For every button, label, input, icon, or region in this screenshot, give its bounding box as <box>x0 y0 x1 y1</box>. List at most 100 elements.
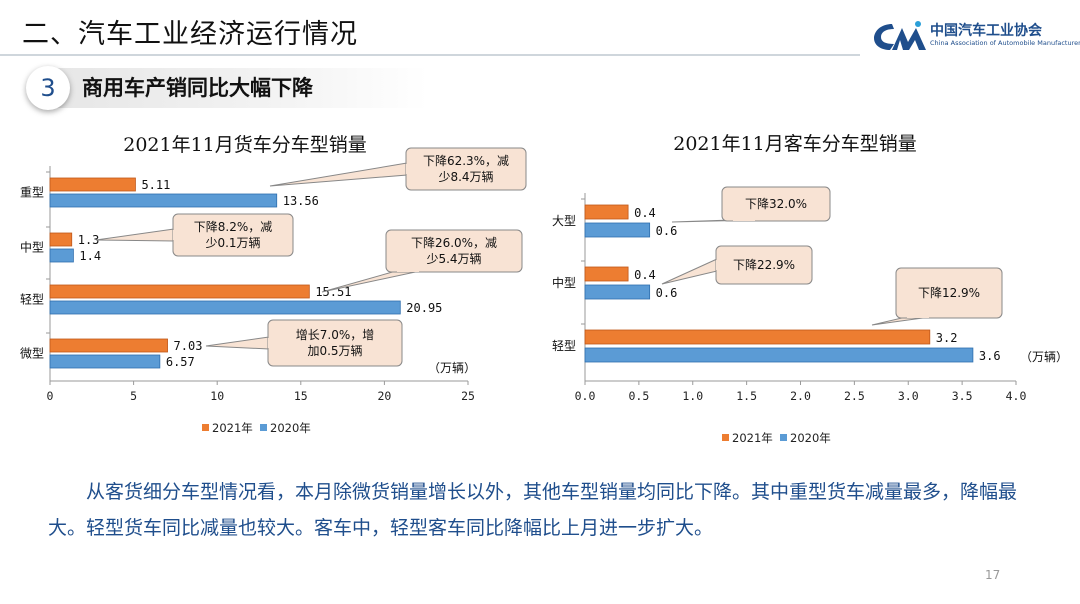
legend-label: 2020年 <box>790 431 831 445</box>
unit-label: （万辆） <box>1020 350 1068 364</box>
callout-box <box>385 229 523 273</box>
callout-join <box>907 315 929 318</box>
bar-2020 <box>584 347 974 363</box>
category-label: 重型 <box>20 186 44 200</box>
slide-subtitle: 商用车产销同比大幅下降 <box>82 76 313 100</box>
category-label: 中型 <box>552 275 576 290</box>
bus-sales-chart: 2021年11月客车分车型销量 0.0 0.5 1.0 1.5 2.0 2.5 3.0 3.5 4… <box>552 133 1068 445</box>
bar-value-label: 6.57 <box>166 355 195 369</box>
callout-join <box>716 260 719 270</box>
callout-text: 下降8.2%，减 <box>194 220 273 234</box>
x-tick-label: 0 <box>47 389 54 403</box>
legend-swatch <box>722 434 729 441</box>
bar-value-label: 0.4 <box>634 268 656 282</box>
x-tick-label: 5 <box>130 389 137 403</box>
callout-text: 加0.5万辆 <box>307 344 362 358</box>
section-number-badge: 3 <box>26 66 70 110</box>
bar-2020 <box>49 193 278 208</box>
callout-text: 下降22.9% <box>733 258 795 272</box>
callout-tail <box>269 162 408 187</box>
bar-value-label: 7.03 <box>174 339 203 353</box>
callout-text: 少5.4万辆 <box>426 252 481 266</box>
x-tick-label: 4.0 <box>1006 389 1027 403</box>
bar-value-label: 0.6 <box>656 286 678 300</box>
logo-cn-text: 中国汽车工业协会 <box>930 23 1042 39</box>
bar-value-label: 1.3 <box>78 233 100 247</box>
category-label: 微型 <box>20 347 44 361</box>
x-tick-label: 25 <box>461 389 475 403</box>
callout-text: 下降26.0%，减 <box>411 236 497 250</box>
bar-value-label: 20.95 <box>406 301 442 315</box>
callout-text: 增长7.0%，增 <box>296 328 375 342</box>
chart-title: 2021年11月货车分车型销量 <box>123 134 367 156</box>
bar-value-label: 13.56 <box>283 194 319 208</box>
callout-tail <box>205 336 270 350</box>
category-label: 轻型 <box>552 339 576 353</box>
callout-join <box>173 230 176 240</box>
legend-swatch <box>260 424 267 431</box>
logo-en-text: China Association of Automobile Manufact… <box>930 39 1080 47</box>
bar-value-label: 15.51 <box>315 285 351 299</box>
x-tick-label: 3.5 <box>952 389 973 403</box>
callout-box <box>721 186 831 222</box>
title-divider <box>0 54 860 56</box>
bar-2021 <box>49 177 136 192</box>
category-label: 轻型 <box>20 293 44 307</box>
legend-label: 2021年 <box>212 421 253 435</box>
x-tick-label: 15 <box>294 389 308 403</box>
chart-title: 2021年11月客车分车型销量 <box>673 133 917 155</box>
bar-2021 <box>584 329 931 345</box>
bar-2021 <box>49 338 168 353</box>
legend-swatch <box>202 424 209 431</box>
callout-join <box>268 338 271 348</box>
charts-canvas: 2021年11月货车分车型销量 0 5 10 15 20 25 5.11 13.56 重型 1.3 1… <box>20 133 1068 445</box>
callout-tail <box>661 258 718 285</box>
x-tick-label: 20 <box>377 389 391 403</box>
x-tick-label: 2.5 <box>844 389 865 403</box>
x-tick-label: 1.0 <box>682 389 703 403</box>
x-tick-label: 0.0 <box>575 389 596 403</box>
callout-text: 下降12.9% <box>918 286 980 300</box>
truck-sales-chart: 2021年11月货车分车型销量 0 5 10 15 20 25 5.11 13.56 重型 1.3 1… <box>20 134 527 435</box>
section-title: 二、汽车工业经济运行情况 <box>22 19 358 50</box>
bar-2021 <box>49 284 310 299</box>
legend-label: 2021年 <box>732 431 773 445</box>
category-label: 大型 <box>552 214 576 228</box>
x-tick-label: 2.0 <box>790 389 811 403</box>
category-label: 中型 <box>20 240 44 255</box>
bar-2020 <box>49 354 161 369</box>
unit-label: （万辆） <box>428 361 476 375</box>
bar-2021 <box>584 266 629 282</box>
subtitle-band <box>48 68 428 108</box>
callout-join <box>397 269 419 272</box>
bar-2020 <box>584 284 651 300</box>
bar-2021 <box>584 204 629 220</box>
logo: 中国汽车工业协会 China Association of Automobile… <box>872 18 1080 58</box>
analysis-paragraph: 从客货细分车型情况看，本月除微货销量增长以外，其他车型销量均同比下降。其中重型货… <box>48 481 1018 539</box>
bar-2020 <box>584 222 651 238</box>
bar-value-label: 5.11 <box>141 178 170 192</box>
callout-text: 下降32.0% <box>745 197 807 211</box>
bar-2021 <box>49 232 73 247</box>
bar-value-label: 1.4 <box>79 249 101 263</box>
bar-2020 <box>49 300 401 315</box>
caam-logo-icon <box>874 21 926 50</box>
bar-value-label: 3.6 <box>979 349 1001 363</box>
bar-2020 <box>49 248 74 263</box>
callout-box <box>895 267 1003 319</box>
callout-text: 少0.1万辆 <box>205 236 260 250</box>
x-tick-label: 10 <box>210 389 224 403</box>
callout-join <box>733 218 755 221</box>
callout-tail <box>321 270 421 293</box>
bar-value-label: 3.2 <box>936 331 958 345</box>
x-tick-label: 0.5 <box>628 389 649 403</box>
callout-box <box>267 319 403 367</box>
page-number: 17 <box>985 568 1001 582</box>
callout-tail <box>95 228 175 242</box>
bar-value-label: 0.4 <box>634 206 656 220</box>
callout-join <box>406 164 409 174</box>
x-tick-label: 1.5 <box>736 389 757 403</box>
bar-value-label: 0.6 <box>656 224 678 238</box>
callout-text: 下降62.3%，减 <box>423 154 509 168</box>
x-tick-label: 3.0 <box>898 389 919 403</box>
